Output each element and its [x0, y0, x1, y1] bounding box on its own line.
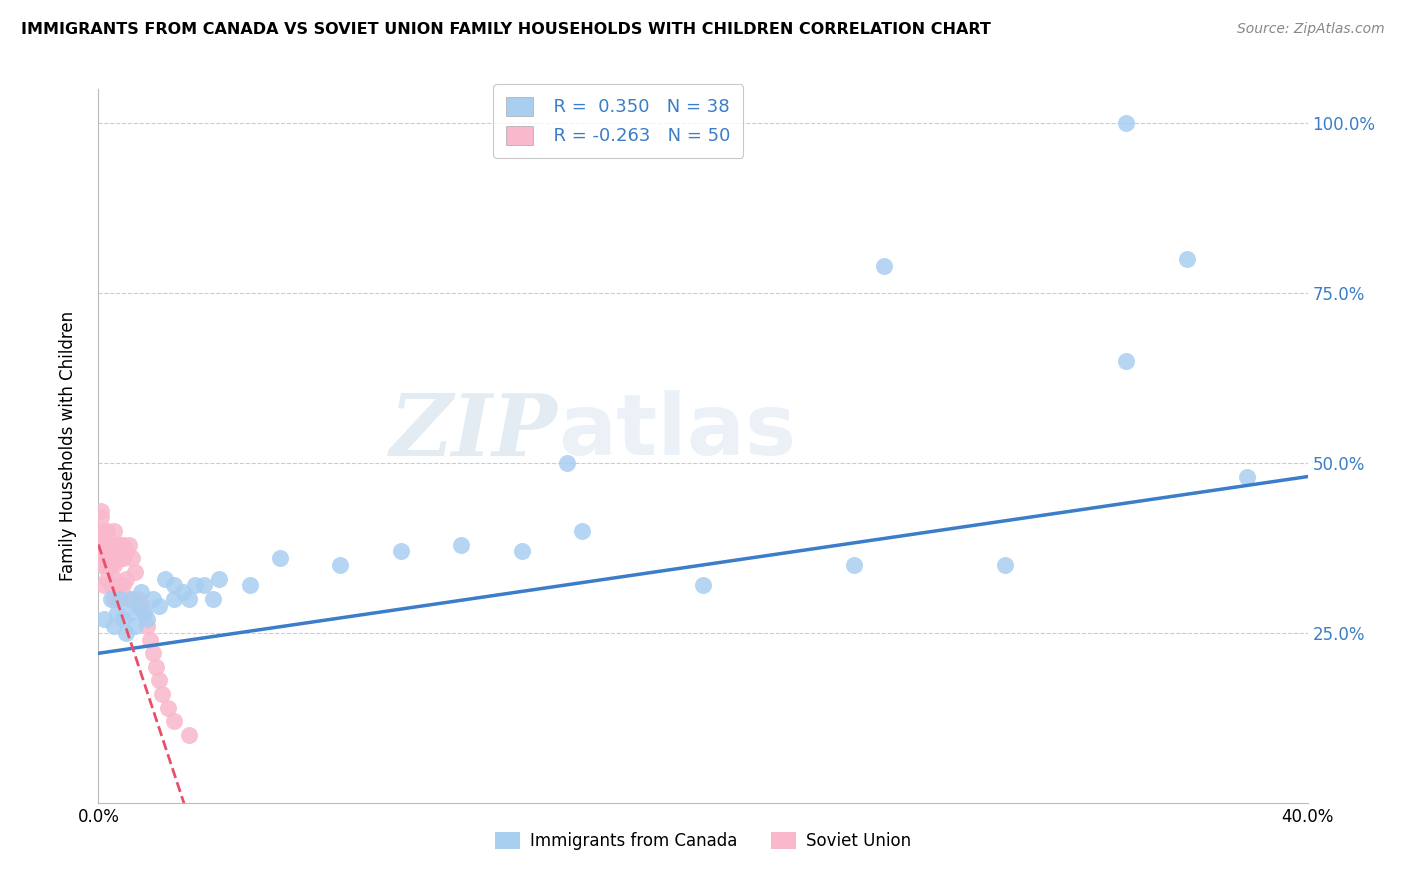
Point — [132, 606, 155, 620]
Point — [121, 591, 143, 606]
Point — [103, 558, 125, 572]
Point — [150, 687, 173, 701]
Point — [100, 578, 122, 592]
Point — [127, 599, 149, 613]
Point — [139, 632, 162, 647]
Point — [184, 578, 207, 592]
Point — [93, 612, 115, 626]
Point — [135, 619, 157, 633]
Point — [105, 551, 128, 566]
Point — [108, 537, 131, 551]
Point — [100, 551, 122, 566]
Point — [118, 591, 141, 606]
Legend: Immigrants from Canada, Soviet Union: Immigrants from Canada, Soviet Union — [486, 824, 920, 859]
Text: ZIP: ZIP — [389, 390, 558, 474]
Point — [873, 259, 896, 273]
Point — [105, 591, 128, 606]
Point — [172, 585, 194, 599]
Point — [87, 524, 110, 538]
Point — [111, 537, 134, 551]
Point — [103, 544, 125, 558]
Point — [90, 503, 112, 517]
Point — [132, 606, 155, 620]
Point — [329, 558, 352, 572]
Text: atlas: atlas — [558, 390, 796, 474]
Text: Source: ZipAtlas.com: Source: ZipAtlas.com — [1237, 22, 1385, 37]
Point — [129, 585, 152, 599]
Point — [90, 558, 112, 572]
Point — [692, 578, 714, 592]
Point — [124, 565, 146, 579]
Point — [129, 599, 152, 613]
Point — [105, 537, 128, 551]
Point — [90, 510, 112, 524]
Point — [156, 700, 179, 714]
Point — [239, 578, 262, 592]
Point — [111, 578, 134, 592]
Point — [510, 544, 533, 558]
Point — [202, 591, 225, 606]
Point — [179, 591, 201, 606]
Point — [124, 619, 146, 633]
Point — [100, 537, 122, 551]
Point — [87, 544, 110, 558]
Point — [103, 524, 125, 538]
Point — [111, 551, 134, 566]
Point — [108, 591, 131, 606]
Point — [555, 456, 578, 470]
Point — [389, 544, 412, 558]
Point — [93, 578, 115, 592]
Point — [121, 551, 143, 566]
Point — [208, 572, 231, 586]
Point — [114, 544, 136, 558]
Point — [114, 626, 136, 640]
Point — [103, 591, 125, 606]
Point — [269, 551, 291, 566]
Point — [571, 524, 593, 538]
Point — [135, 612, 157, 626]
Point — [450, 537, 472, 551]
Point — [103, 619, 125, 633]
Point — [90, 537, 112, 551]
Point — [163, 591, 186, 606]
Point — [153, 572, 176, 586]
Point — [1236, 469, 1258, 483]
Point — [100, 591, 122, 606]
Point — [1115, 354, 1137, 368]
Point — [93, 524, 115, 538]
Point — [96, 544, 118, 558]
Point — [142, 646, 165, 660]
Point — [163, 578, 186, 592]
Point — [103, 572, 125, 586]
Point — [148, 673, 170, 688]
Point — [118, 606, 141, 620]
Text: IMMIGRANTS FROM CANADA VS SOVIET UNION FAMILY HOUSEHOLDS WITH CHILDREN CORRELATI: IMMIGRANTS FROM CANADA VS SOVIET UNION F… — [21, 22, 991, 37]
Point — [1175, 252, 1198, 266]
Point — [142, 591, 165, 606]
Point — [93, 558, 115, 572]
Point — [844, 558, 866, 572]
Point — [93, 537, 115, 551]
Point — [105, 606, 128, 620]
Point — [108, 551, 131, 566]
Point — [118, 537, 141, 551]
Point — [1115, 116, 1137, 130]
Point — [96, 537, 118, 551]
Point — [145, 660, 167, 674]
Point — [179, 728, 201, 742]
Point — [994, 558, 1017, 572]
Point — [96, 524, 118, 538]
Y-axis label: Family Households with Children: Family Households with Children — [59, 311, 77, 581]
Point — [193, 578, 215, 592]
Point — [108, 578, 131, 592]
Point — [127, 591, 149, 606]
Point — [100, 558, 122, 572]
Point — [111, 612, 134, 626]
Point — [148, 599, 170, 613]
Point — [163, 714, 186, 729]
Point — [114, 572, 136, 586]
Point — [96, 572, 118, 586]
